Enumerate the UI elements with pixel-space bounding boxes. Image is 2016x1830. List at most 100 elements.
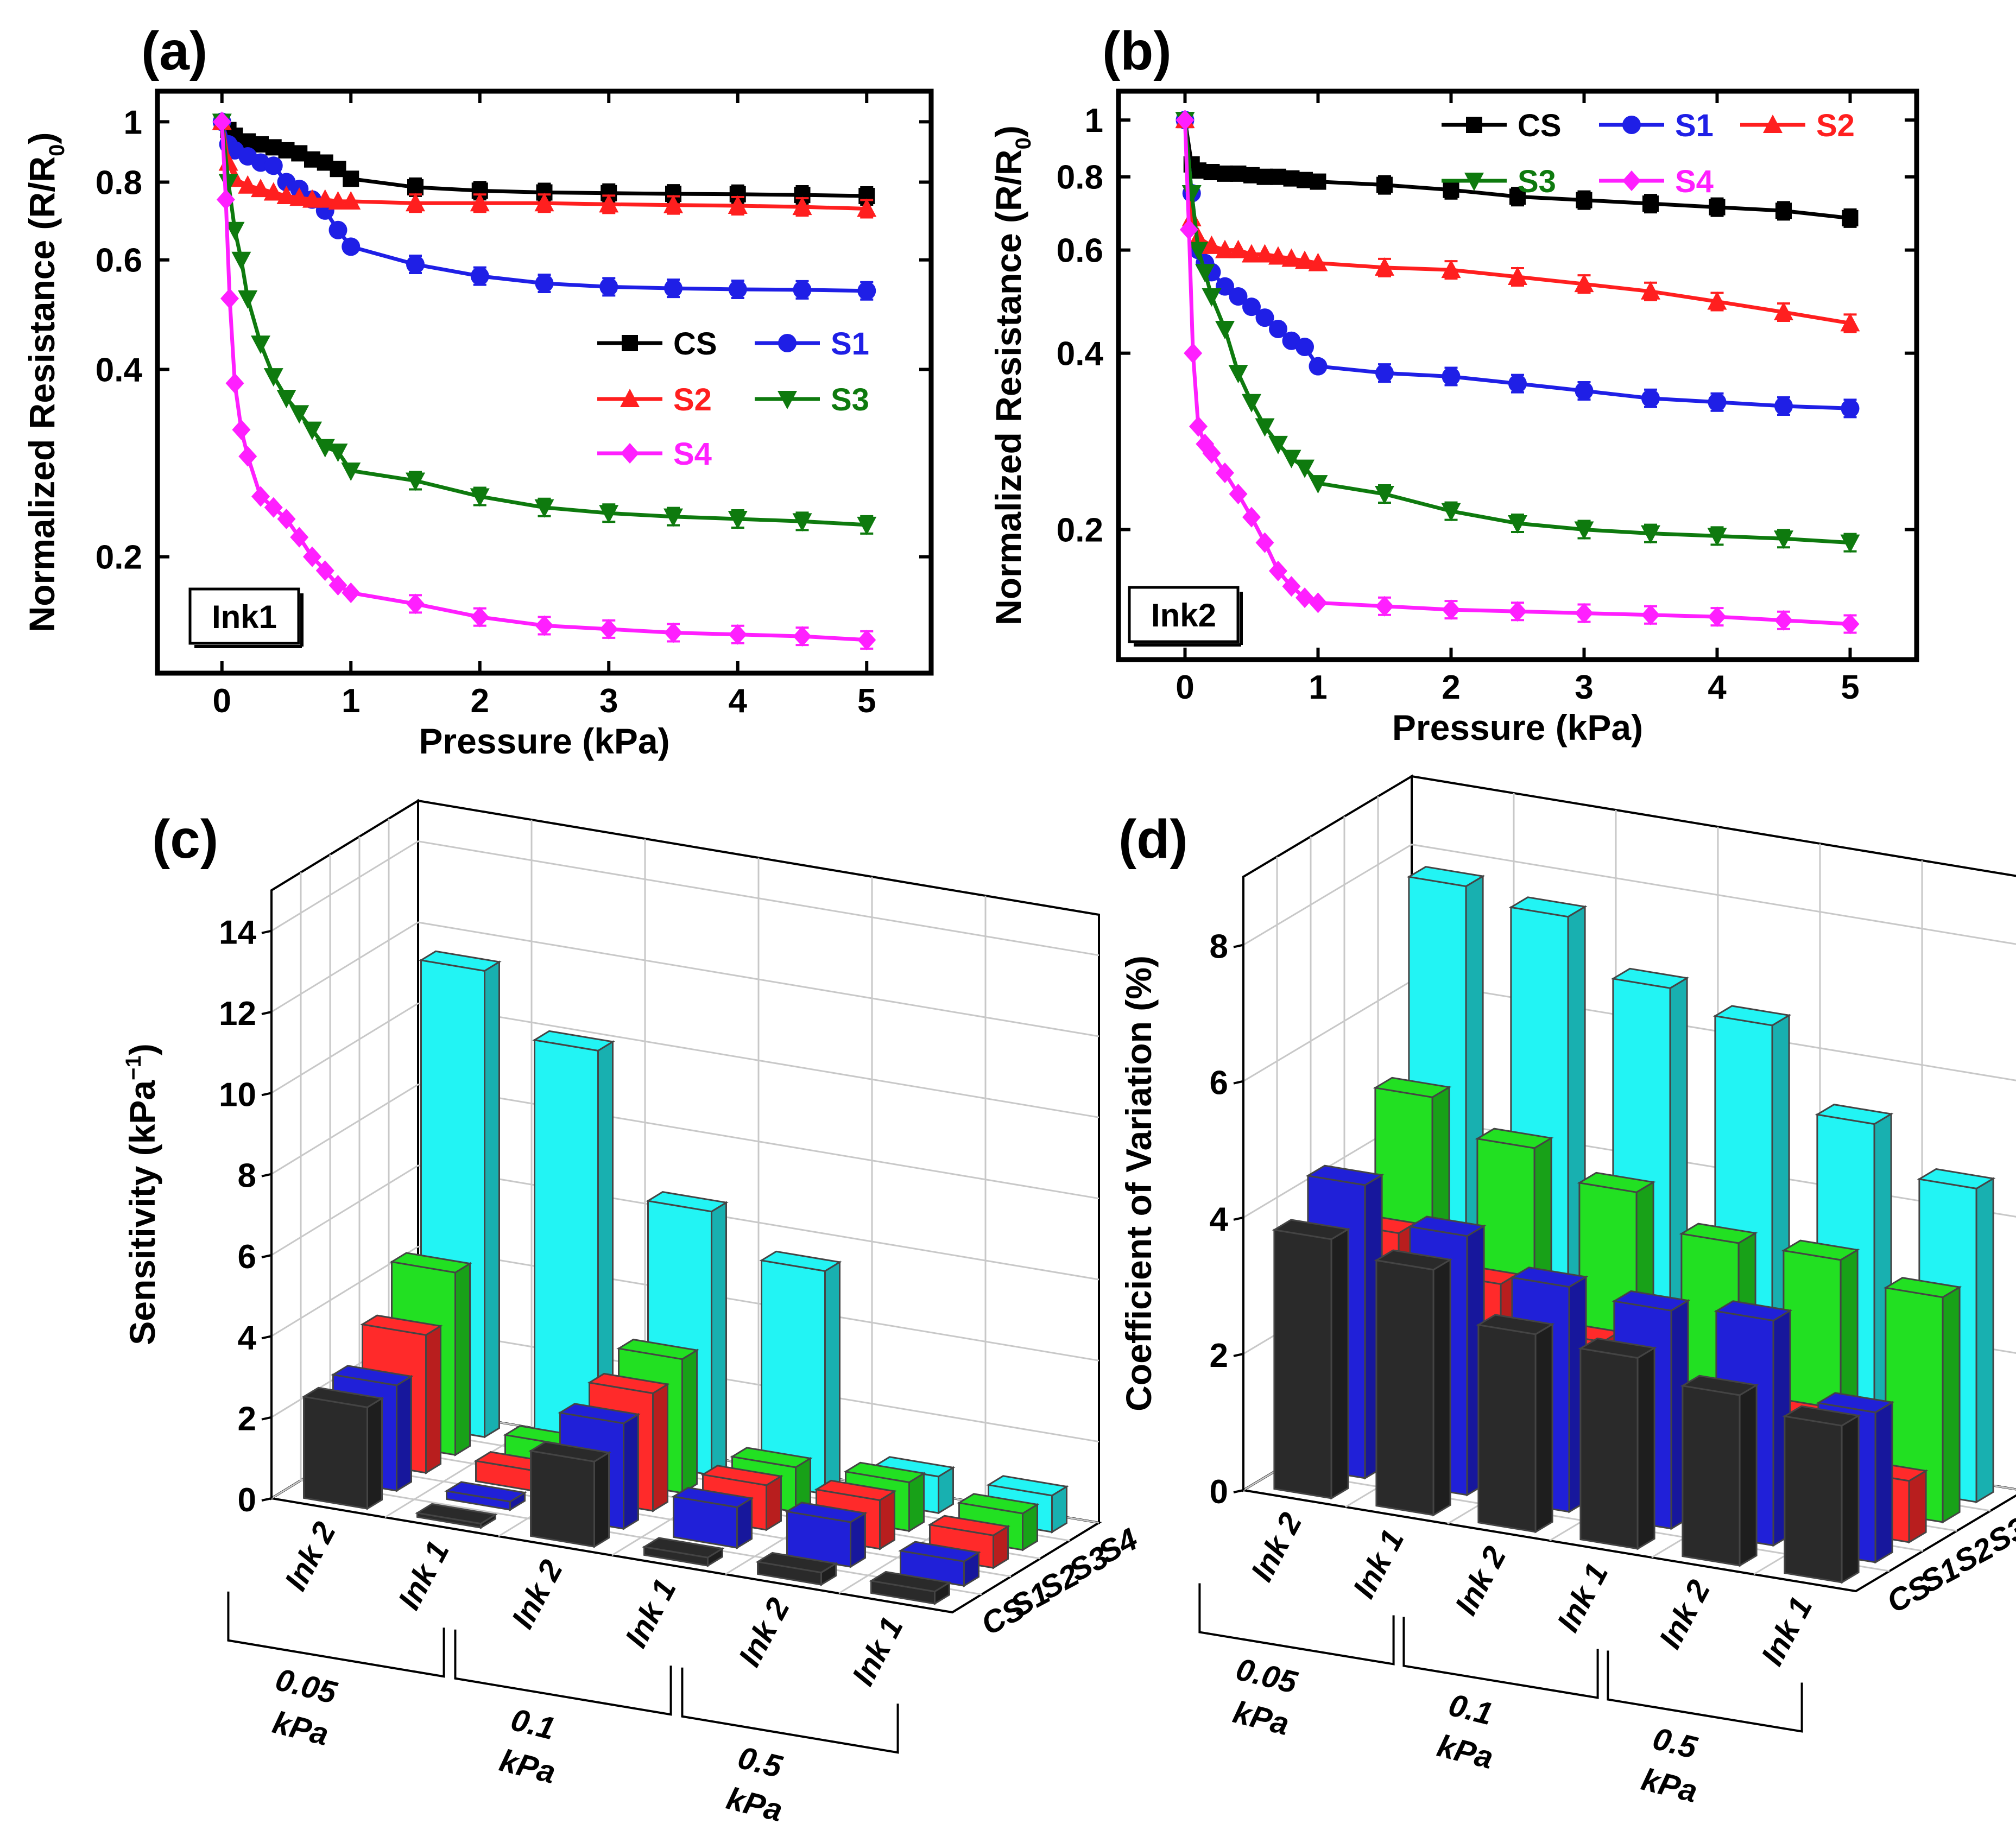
bar-top-face <box>1578 1337 1657 1359</box>
data-point <box>1195 264 1215 283</box>
bar-top-face <box>1781 1239 1860 1261</box>
data-point <box>1216 462 1234 483</box>
y-tick-label: 0.8 <box>96 164 142 201</box>
z-tick-mark <box>1233 1216 1244 1221</box>
data-point <box>664 279 682 298</box>
data-point <box>1228 239 1248 258</box>
legend-marker <box>622 335 638 351</box>
data-point <box>303 546 321 567</box>
legend-marker <box>778 334 797 352</box>
bar-side-face <box>366 1397 383 1510</box>
group-label: 0.1 <box>1445 1687 1496 1732</box>
x-category-label: Ink 2 <box>278 1516 343 1596</box>
x-tick-label: 0 <box>213 682 231 720</box>
data-point <box>1708 606 1727 628</box>
bar-top-face <box>1883 1277 1962 1299</box>
y-axis-label: Normalized Resistance (R/R0) <box>988 125 1035 625</box>
data-point <box>1707 291 1727 310</box>
ink-tag: Ink2 <box>1128 586 1243 647</box>
data-point <box>857 516 877 535</box>
legend: CS S1 S2 S3 S4 <box>1442 108 1855 199</box>
series-s3 <box>212 113 877 535</box>
z-tick-label: 6 <box>1210 1065 1228 1102</box>
data-point <box>264 497 283 518</box>
bar-side-face <box>1942 1286 1961 1524</box>
legend-label: S4 <box>673 436 712 472</box>
data-point <box>1509 188 1526 205</box>
bar <box>1883 1277 1962 1524</box>
bar-top-face <box>1508 896 1588 918</box>
ink-tag: Ink1 <box>188 587 304 648</box>
bar-side-face <box>454 1262 471 1457</box>
data-point <box>1268 246 1288 265</box>
bar <box>1782 1405 1861 1584</box>
x-tick-label: 2 <box>471 682 489 720</box>
bar-top-face <box>700 1465 783 1486</box>
data-point <box>857 281 876 300</box>
data-point <box>263 368 283 387</box>
bar-front-face <box>1682 1384 1741 1567</box>
tag-box <box>1128 586 1240 643</box>
data-point <box>1310 173 1326 190</box>
z-tick-mark <box>1233 944 1244 948</box>
data-point <box>1309 592 1328 613</box>
data-point <box>1508 515 1527 534</box>
group-bracket <box>1198 1583 1395 1666</box>
z-tick-label: 4 <box>1210 1201 1229 1238</box>
panel-label: (c) <box>152 809 218 870</box>
legend-label: S2 <box>1816 108 1855 143</box>
bar-front-face <box>1579 1347 1639 1550</box>
legend-marker <box>1763 115 1783 133</box>
bar-top-face <box>360 1314 443 1336</box>
data-point <box>328 220 347 239</box>
data-point <box>1774 610 1793 631</box>
z-tick-mark <box>1233 1489 1244 1493</box>
bar-top-face <box>532 1030 615 1052</box>
x-category-label: Ink 2 <box>1652 1574 1717 1654</box>
data-point <box>1242 506 1261 528</box>
bar-top-face <box>646 1191 729 1213</box>
x-tick-label: 1 <box>342 682 360 720</box>
z-tick-mark <box>261 1011 272 1015</box>
data-point <box>664 622 682 643</box>
data-point <box>251 486 270 507</box>
z-tick-label: 12 <box>219 995 256 1033</box>
bar-top-face <box>528 1441 611 1462</box>
x-tick-label: 4 <box>729 682 748 720</box>
bar-top-face <box>1406 866 1486 888</box>
x-tick-label: 5 <box>1841 669 1859 706</box>
data-point <box>406 593 425 615</box>
data-point <box>1308 252 1328 271</box>
data-point <box>1268 435 1288 454</box>
bar <box>1680 1375 1759 1567</box>
bar-top-face <box>1374 1249 1453 1271</box>
data-point <box>251 335 270 354</box>
data-point <box>1255 244 1275 263</box>
data-point <box>728 624 747 645</box>
bar-side-face <box>1874 1401 1893 1564</box>
group-label: 0.05 <box>1233 1651 1301 1701</box>
data-point <box>1281 248 1301 267</box>
bar-top-face <box>1712 1005 1792 1027</box>
bar-top-face <box>1714 1300 1793 1322</box>
data-point <box>1255 418 1275 437</box>
z-tick-mark <box>261 1173 272 1177</box>
group-unit: kPa <box>269 1705 332 1752</box>
series-s4 <box>1176 110 1860 635</box>
y-tick-label: 0.4 <box>1057 335 1104 373</box>
x-category-label: Ink 1 <box>391 1535 456 1615</box>
bar-side-face <box>652 1383 668 1512</box>
data-point <box>1641 525 1660 544</box>
data-point <box>289 187 309 206</box>
line-chart-b: (b) 0 1 2 3 4 5 0.2 0.4 0.6 0.8 1 Pressure (kPa) Norm… <box>988 21 1919 748</box>
data-point <box>1842 210 1859 226</box>
bar-top-face <box>869 1571 952 1593</box>
group-unit: kPa <box>1230 1694 1293 1742</box>
bar-top-face <box>843 1461 926 1484</box>
data-point <box>277 508 296 529</box>
data-point <box>1255 308 1274 327</box>
x-tick-label: 1 <box>1309 669 1327 706</box>
legend-label: CS <box>1518 108 1562 143</box>
bar-side-face <box>623 1413 639 1530</box>
group-bracket <box>227 1591 445 1678</box>
